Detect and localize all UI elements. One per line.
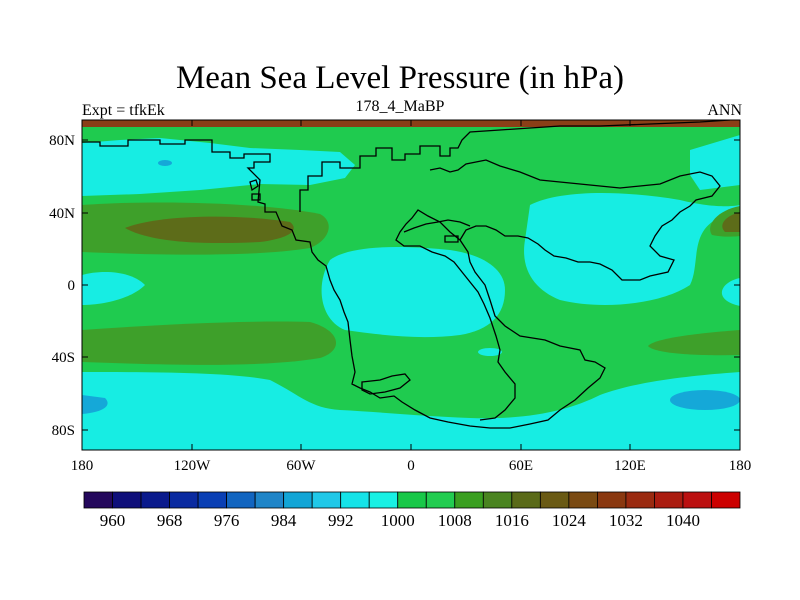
colorbar-swatch <box>596 491 627 509</box>
colorbar-swatch <box>397 491 427 509</box>
west-equator-cyan <box>82 272 145 305</box>
colorbar-label: 1016 <box>495 511 529 530</box>
north-blue-patch <box>158 160 172 166</box>
colorbar-swatch <box>568 491 598 509</box>
colorbar-label: 1040 <box>666 511 700 530</box>
colorbar-swatch <box>254 491 285 509</box>
south-high-dark-green-east <box>648 330 740 356</box>
colorbar-label: 1024 <box>552 511 587 530</box>
north-cyan-east <box>690 135 740 190</box>
south-high-dark-green <box>82 321 337 365</box>
colorbar <box>83 491 741 509</box>
colorbar-swatch <box>311 491 342 509</box>
colorbar-swatch <box>340 491 370 509</box>
colorbar-swatch <box>112 491 142 509</box>
colorbar-label: 984 <box>271 511 297 530</box>
north-high-olive <box>125 216 294 244</box>
period-label: 178_4_MaBP <box>355 98 445 115</box>
colorbar-swatch <box>454 491 484 509</box>
pressure-field <box>82 120 740 450</box>
south-blue-patch-west <box>82 395 108 414</box>
colorbar-swatch <box>169 491 199 509</box>
longitude-axis: 180 120W 60W 0 60E 120E 180 <box>71 120 752 474</box>
small-cyan-patch <box>478 348 502 356</box>
colorbar-swatch <box>197 491 228 509</box>
colorbar-label: 960 <box>100 511 126 530</box>
lat-tick-40n: 40N <box>49 206 75 222</box>
lon-tick-0: 0 <box>407 458 415 474</box>
colorbar-swatch <box>83 491 113 509</box>
colorbar-swatch <box>654 491 684 509</box>
colorbar-swatch <box>226 491 256 509</box>
lon-tick-120w: 120W <box>174 458 212 474</box>
lon-tick-180w: 180 <box>71 458 94 474</box>
continent-outlines <box>82 120 731 429</box>
colorbar-swatch <box>482 491 513 509</box>
colorbar-label: 1008 <box>438 511 472 530</box>
colorbar-labels: 960 968 976 984 992 1000 1008 1016 1024 1032 1040 <box>100 511 700 530</box>
colorbar-swatch <box>511 491 541 509</box>
colorbar-label: 1000 <box>381 511 415 530</box>
colorbar-swatch <box>711 491 741 509</box>
colorbar-label: 968 <box>157 511 183 530</box>
lon-tick-60w: 60W <box>286 458 316 474</box>
map-title: Mean Sea Level Pressure (in hPa) <box>175 60 625 96</box>
lon-tick-180e: 180 <box>729 458 752 474</box>
east-high-olive <box>722 212 740 232</box>
lon-tick-120e: 120E <box>614 458 646 474</box>
central-cyan-patch <box>321 247 505 338</box>
colorbar-label: 1032 <box>609 511 643 530</box>
experiment-label: Expt = tfkEk <box>82 102 165 119</box>
colorbar-swatch <box>140 491 170 509</box>
colorbar-swatch <box>539 491 570 509</box>
latitude-axis: 80N 40N 0 40S 80S <box>49 133 740 439</box>
lat-tick-40s: 40S <box>52 350 75 366</box>
colorbar-swatch <box>283 491 313 509</box>
south-cyan-band <box>82 372 740 450</box>
lat-tick-0: 0 <box>68 278 76 294</box>
lat-tick-80s: 80S <box>52 423 75 439</box>
east-cyan-patch <box>524 193 740 305</box>
colorbar-label: 976 <box>214 511 240 530</box>
lon-tick-60e: 60E <box>509 458 533 474</box>
colorbar-swatch <box>368 491 399 509</box>
lat-tick-80n: 80N <box>49 133 75 149</box>
colorbar-label: 992 <box>328 511 354 530</box>
season-label: ANN <box>707 102 742 119</box>
north-cyan-west <box>82 138 355 196</box>
colorbar-swatch <box>682 491 712 509</box>
colorbar-swatch <box>625 491 655 509</box>
colorbar-swatch <box>425 491 456 509</box>
south-blue-patch-east <box>670 390 740 410</box>
